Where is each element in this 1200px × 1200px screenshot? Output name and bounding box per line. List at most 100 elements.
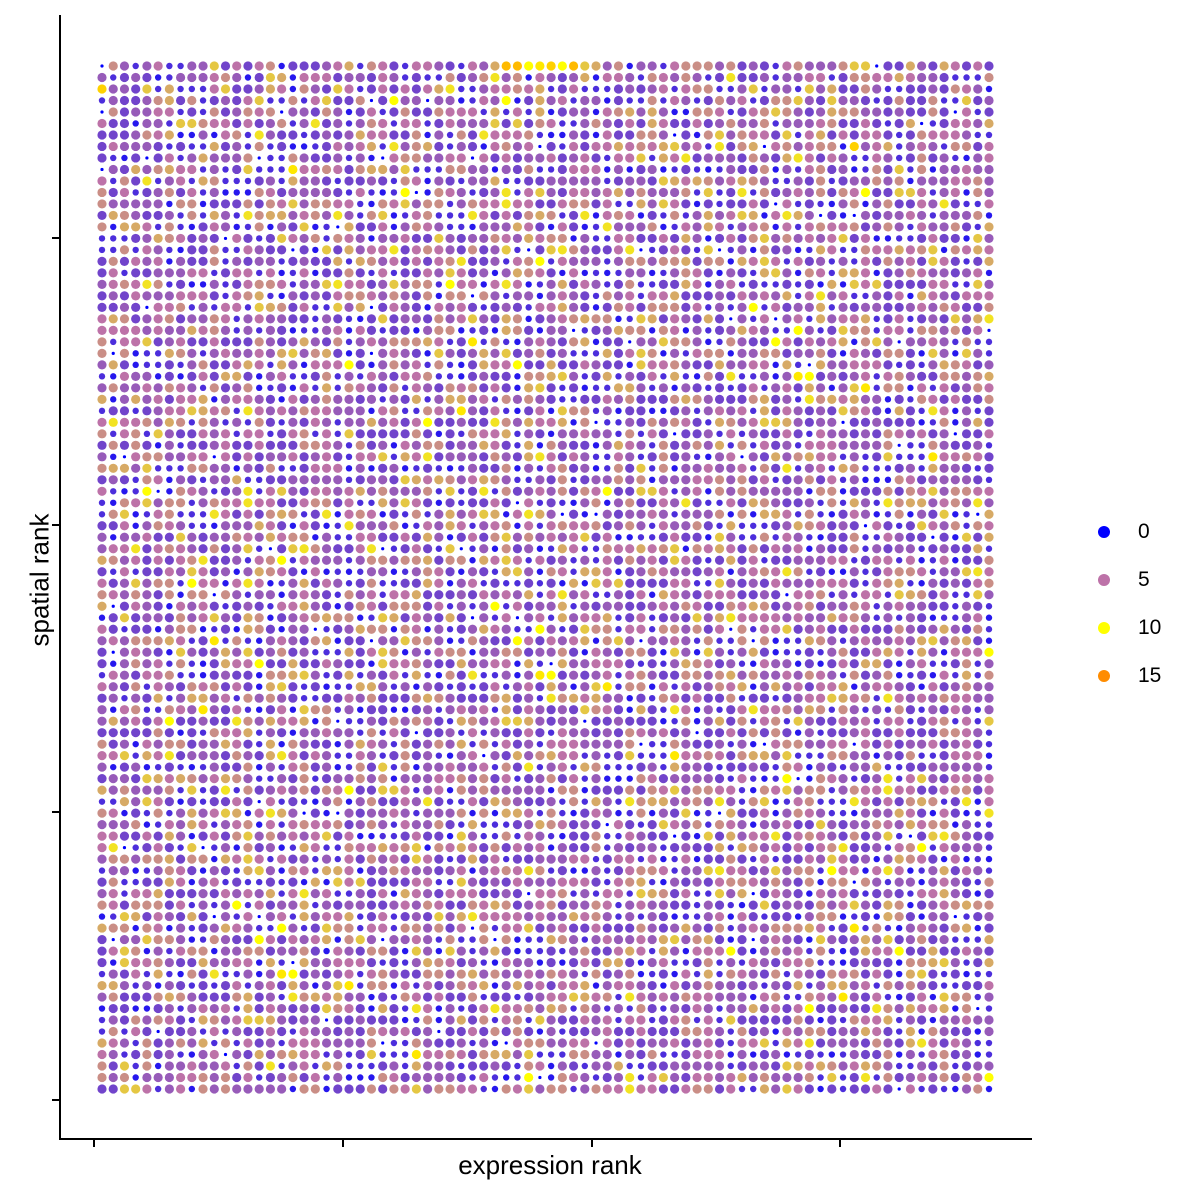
data-point — [423, 141, 433, 152]
data-point — [625, 716, 635, 726]
data-point — [209, 670, 219, 680]
data-point — [390, 442, 398, 449]
data-point — [693, 580, 701, 587]
data-point — [321, 728, 332, 738]
data-point — [950, 118, 960, 129]
data-point — [963, 189, 970, 196]
data-point — [592, 235, 600, 242]
data-point — [366, 440, 377, 450]
data-point — [827, 118, 837, 129]
data-point — [131, 314, 141, 324]
data-point — [400, 613, 410, 623]
data-point — [153, 314, 163, 324]
data-point — [164, 187, 174, 198]
data-point — [568, 509, 579, 519]
data-point — [670, 624, 680, 634]
data-point — [714, 348, 725, 358]
data-point — [232, 682, 242, 692]
data-point — [583, 719, 587, 723]
data-point — [535, 613, 545, 623]
data-point — [389, 659, 399, 669]
data-point — [400, 337, 410, 347]
data-point — [827, 130, 837, 140]
data-point — [142, 164, 152, 175]
data-point — [265, 636, 276, 646]
data-point — [512, 325, 523, 335]
data-point — [355, 590, 365, 600]
data-point — [636, 187, 646, 198]
data-point — [782, 693, 792, 703]
data-point — [153, 417, 163, 427]
data-point — [985, 131, 993, 139]
data-point — [131, 636, 141, 646]
data-point — [512, 268, 523, 278]
data-point — [344, 601, 354, 611]
data-point — [759, 682, 770, 692]
data-point — [222, 246, 229, 254]
data-point — [804, 705, 814, 715]
data-point — [413, 407, 420, 415]
data-point — [254, 84, 264, 94]
data-point — [153, 544, 163, 554]
data-point — [299, 578, 309, 588]
data-point — [570, 683, 577, 690]
data-point — [658, 118, 668, 129]
data-point — [714, 567, 725, 577]
data-point — [647, 659, 657, 669]
data-point — [897, 443, 901, 447]
data-point — [568, 245, 579, 255]
data-point — [827, 61, 837, 71]
data-point — [849, 705, 859, 715]
data-point — [501, 762, 511, 772]
data-point — [894, 728, 904, 738]
data-point — [883, 452, 893, 462]
data-point — [97, 636, 107, 646]
data-point — [501, 659, 511, 669]
data-point — [265, 693, 276, 703]
data-point — [613, 95, 624, 106]
data-point — [323, 626, 330, 633]
data-point — [557, 739, 567, 749]
data-point — [482, 754, 486, 758]
data-point — [714, 383, 725, 393]
data-point — [131, 394, 141, 404]
data-point — [220, 693, 231, 703]
data-point — [434, 613, 444, 623]
data-point — [288, 440, 298, 450]
data-point — [961, 95, 972, 106]
data-point — [220, 555, 231, 565]
data-point — [591, 705, 601, 715]
data-point — [310, 394, 320, 404]
data-point — [188, 177, 196, 185]
data-point — [368, 154, 375, 162]
data-point — [647, 72, 657, 83]
data-point — [860, 233, 871, 244]
data-point — [568, 578, 579, 588]
data-point — [772, 62, 779, 70]
data-point — [524, 601, 534, 611]
data-point — [142, 567, 152, 577]
data-point — [97, 176, 107, 186]
data-point — [815, 429, 826, 439]
data-point — [355, 774, 365, 784]
data-point — [233, 568, 240, 575]
data-point — [446, 603, 454, 610]
data-point — [647, 670, 657, 680]
data-point — [849, 325, 859, 335]
data-point — [849, 429, 859, 439]
data-point — [119, 72, 130, 83]
data-point — [142, 624, 152, 634]
data-point — [267, 143, 274, 150]
data-point — [692, 222, 702, 232]
data-point — [670, 406, 680, 416]
data-point — [782, 337, 792, 347]
data-point — [490, 187, 500, 198]
data-point — [703, 659, 713, 669]
data-point — [973, 210, 983, 221]
data-point — [750, 740, 757, 748]
data-point — [310, 291, 320, 301]
data-point — [413, 763, 420, 771]
data-point — [491, 327, 499, 334]
data-point — [626, 763, 633, 771]
data-point — [625, 509, 635, 519]
